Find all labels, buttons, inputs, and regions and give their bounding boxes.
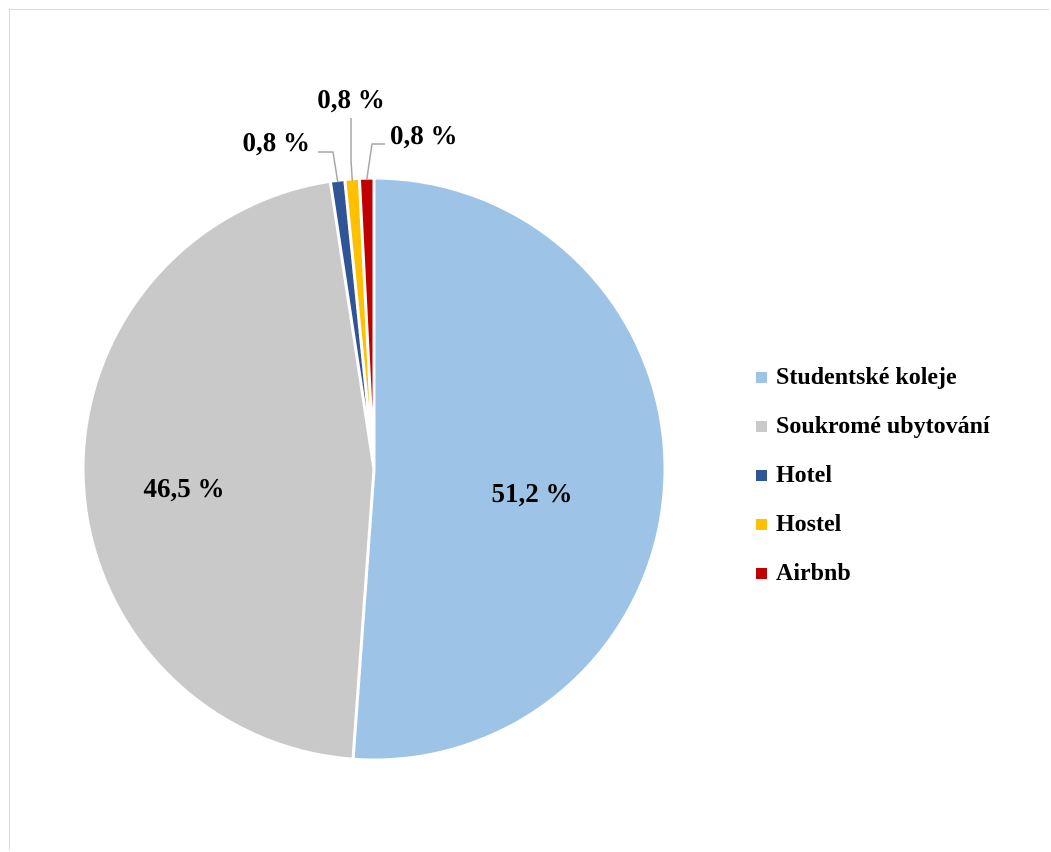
leader-line-hotel	[318, 151, 339, 183]
legend-item-hotel: Hotel	[756, 451, 990, 500]
legend-item-studentske-koleje: Studentské koleje	[756, 353, 990, 402]
legend-label: Hostel	[776, 511, 842, 537]
legend-swatch	[756, 421, 767, 432]
legend-item-soukrome-ubytovani: Soukromé ubytování	[756, 402, 990, 451]
data-label-hostel: 0,8 %	[317, 84, 385, 114]
data-label-hotel: 0,8 %	[243, 127, 311, 157]
legend-label: Soukromé ubytování	[776, 413, 990, 439]
legend-label: Airbnb	[776, 560, 851, 586]
legend-swatch	[756, 568, 767, 579]
leader-lines	[318, 118, 385, 183]
legend-item-airbnb: Airbnb	[756, 549, 990, 598]
chart-frame	[9, 9, 1049, 850]
legend-label: Studentské koleje	[776, 364, 957, 390]
pie-slice-soukrome-ubytovani	[81, 179, 376, 761]
pie-slice-studentske-koleje	[351, 176, 667, 762]
data-labels: 51,2 %46,5 %0,8 %0,8 %0,8 %	[144, 84, 573, 508]
leader-line-airbnb	[365, 143, 385, 181]
legend-swatch	[756, 372, 767, 383]
data-label-airbnb: 0,8 %	[390, 120, 458, 150]
legend-label: Hotel	[776, 462, 832, 488]
leader-line-hostel	[350, 118, 354, 181]
pie-slices	[81, 176, 667, 762]
data-label-soukrome-ubytovani: 46,5 %	[144, 473, 225, 503]
legend-item-hostel: Hostel	[756, 500, 990, 549]
legend: Studentské koleje Soukromé ubytování Hotel…	[756, 353, 990, 598]
legend-swatch	[756, 519, 767, 530]
data-label-studentske-koleje: 51,2 %	[492, 478, 573, 508]
legend-swatch	[756, 470, 767, 481]
